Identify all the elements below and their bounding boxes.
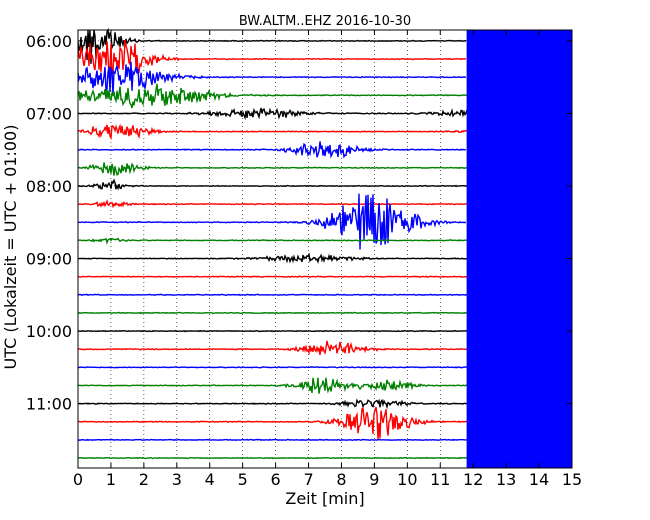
x-tick-label: 0 — [73, 470, 83, 489]
x-tick-label: 12 — [463, 470, 483, 489]
trace-line — [77, 27, 467, 64]
x-tick-label: 10 — [397, 470, 417, 489]
y-axis-ticks: 06:00 07:00 08:00 09:00 10:00 11:00 — [26, 32, 572, 414]
trace-line — [77, 141, 467, 159]
y-tick-label: 09:00 — [26, 250, 72, 269]
x-tick-label: 11 — [430, 470, 450, 489]
y-tick-label: 10:00 — [26, 322, 72, 341]
plot-frame — [77, 29, 573, 469]
x-tick-label: 1 — [106, 470, 116, 489]
x-tick-label: 7 — [303, 470, 313, 489]
x-tick-label: 8 — [336, 470, 346, 489]
y-tick-label: 06:00 — [26, 32, 72, 51]
y-tick-label: 11:00 — [26, 395, 72, 414]
y-tick-label: 07:00 — [26, 104, 72, 123]
x-tick-label: 3 — [172, 470, 182, 489]
x-axis-ticks: 0 1 2 3 4 5 6 7 8 9 10 11 12 13 14 15 — [73, 30, 582, 489]
x-axis-label: Zeit [min] — [285, 489, 364, 508]
chart-title: BW.ALTM..EHZ 2016-10-30 — [239, 14, 411, 29]
x-tick-label: 2 — [139, 470, 149, 489]
trace-line — [77, 193, 467, 250]
x-tick-label: 14 — [529, 470, 549, 489]
x-tick-label: 13 — [496, 470, 516, 489]
x-tick-label: 6 — [271, 470, 281, 489]
x-tick-label: 4 — [205, 470, 215, 489]
trace-line — [77, 366, 470, 369]
x-tick-label: 5 — [238, 470, 248, 489]
trace-line — [77, 293, 470, 297]
y-tick-label: 08:00 — [26, 177, 72, 196]
trace-line — [77, 39, 467, 78]
trace-line — [77, 438, 469, 442]
trace-line — [77, 61, 467, 95]
saturated-signal-block — [466, 30, 572, 468]
x-tick-label: 9 — [369, 470, 379, 489]
y-axis-label: UTC (Lokalzeit = UTC + 01:00) — [1, 125, 20, 370]
x-tick-label: 15 — [562, 470, 582, 489]
